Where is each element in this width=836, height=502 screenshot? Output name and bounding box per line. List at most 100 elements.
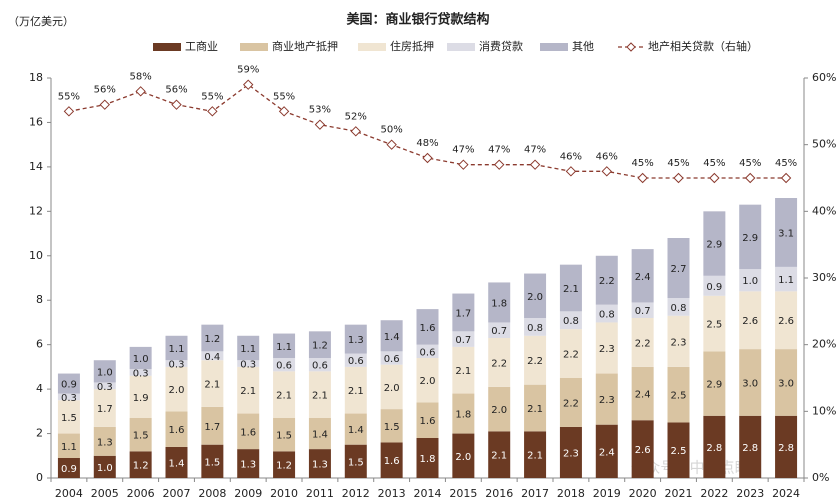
- bar-segment: [631, 318, 654, 367]
- bar-value-label: 1.6: [384, 456, 400, 467]
- bar-segment: [452, 346, 475, 394]
- line-value-label: 47%: [488, 145, 510, 156]
- legend-swatch: [153, 43, 181, 51]
- bar-value-label: 1.6: [169, 425, 185, 436]
- bar-segment: [273, 418, 296, 452]
- bar-value-label: 2.9: [742, 233, 758, 244]
- line-value-label: 45%: [775, 158, 797, 169]
- legend-marker: [626, 42, 636, 52]
- bar-segment: [273, 451, 296, 478]
- bar-segment: [237, 335, 260, 361]
- bar-value-label: 2.2: [599, 276, 615, 287]
- bar-segment: [595, 373, 618, 425]
- bar-segment: [739, 269, 762, 292]
- bar-segment: [775, 291, 798, 350]
- bar-value-label: 2.5: [706, 320, 722, 331]
- bar-value-label: 2.1: [204, 380, 220, 391]
- bar-value-label: 2.2: [491, 358, 507, 369]
- bar-value-label: 1.1: [778, 275, 794, 286]
- line-value-label: 46%: [560, 151, 582, 162]
- line-marker: [709, 172, 720, 184]
- bar-segment: [488, 386, 511, 432]
- bar-segment: [57, 400, 80, 434]
- line-value-label: 48%: [416, 138, 438, 149]
- bar-segment: [165, 366, 188, 412]
- legend-label: 其他: [572, 40, 594, 53]
- bar-segment: [165, 411, 188, 447]
- bar-segment: [273, 358, 296, 372]
- bar-value-label: 1.5: [61, 413, 77, 424]
- bar-value-label: 1.8: [420, 454, 436, 465]
- line-marker: [243, 79, 254, 90]
- bar-value-label: 1.4: [169, 458, 185, 469]
- bar-segment: [201, 351, 224, 361]
- bar-value-label: 1.1: [240, 344, 256, 355]
- legend-label: 地产相关贷款（右轴）: [648, 39, 758, 53]
- x-tick-label: 2014: [414, 487, 442, 500]
- y2-tick-label: 60%: [812, 71, 836, 84]
- bar-segment: [237, 449, 260, 478]
- line-marker: [63, 106, 75, 117]
- bar-segment: [775, 266, 798, 292]
- bar-segment: [595, 424, 618, 478]
- y-tick-label: 12: [29, 204, 43, 217]
- bar-segment: [667, 366, 690, 423]
- x-tick-label: 2015: [449, 487, 477, 500]
- bar-value-label: 2.3: [671, 337, 687, 348]
- line-value-label: 52%: [345, 111, 367, 122]
- line-marker: [601, 166, 612, 177]
- bar-segment: [631, 366, 654, 421]
- bar-segment: [739, 415, 762, 478]
- bar-value-label: 0.9: [706, 282, 722, 293]
- bar-value-label: 3.0: [742, 378, 758, 389]
- x-tick-label: 2013: [378, 487, 406, 500]
- bar-value-label: 2.4: [635, 390, 651, 401]
- bar-value-label: 2.3: [563, 448, 579, 459]
- bar-segment: [237, 360, 260, 367]
- bar-segment: [631, 302, 654, 318]
- line-marker: [135, 86, 146, 97]
- bar-value-label: 2.1: [276, 391, 292, 402]
- line-marker: [780, 172, 792, 184]
- x-tick-label: 2020: [629, 487, 657, 500]
- x-tick-label: 2012: [342, 487, 370, 500]
- bar-value-label: 1.0: [97, 367, 113, 378]
- line-marker: [565, 166, 577, 177]
- bar-segment: [416, 344, 439, 358]
- bar-segment: [559, 264, 582, 312]
- x-tick-label: 2006: [127, 487, 155, 500]
- bar-value-label: 1.6: [240, 427, 256, 438]
- line-marker: [673, 172, 684, 184]
- bar-value-label: 1.8: [455, 410, 471, 421]
- x-tick-label: 2017: [521, 487, 549, 500]
- line-marker: [529, 159, 541, 170]
- bar-value-label: 2.6: [742, 316, 758, 327]
- x-tick-label: 2024: [772, 487, 800, 500]
- bar-value-label: 2.3: [599, 395, 615, 406]
- y-tick-label: 18: [29, 71, 43, 84]
- bar-value-label: 2.4: [599, 447, 615, 458]
- bar-segment: [559, 426, 582, 478]
- bar-segment: [93, 455, 116, 478]
- bar-value-label: 0.6: [384, 354, 400, 365]
- bar-segment: [344, 324, 367, 354]
- bar-segment: [595, 304, 618, 323]
- bar-value-label: 1.4: [384, 332, 400, 343]
- bar-segment: [237, 413, 260, 450]
- bar-segment: [559, 329, 582, 378]
- bar-segment: [308, 371, 331, 418]
- bar-value-label: 2.1: [491, 451, 507, 462]
- bar-value-label: 2.6: [635, 445, 651, 456]
- bar-segment: [308, 358, 331, 372]
- bar-segment: [129, 375, 152, 418]
- y-tick-label: 14: [29, 160, 43, 173]
- bar-segment: [201, 360, 224, 407]
- x-tick-label: 2016: [485, 487, 513, 500]
- bar-segment: [452, 393, 475, 434]
- bar-segment: [667, 298, 690, 316]
- bar-value-label: 2.5: [671, 446, 687, 457]
- line: [68, 83, 787, 179]
- bar-value-label: 0.6: [348, 356, 364, 367]
- bar-value-label: 1.2: [133, 461, 149, 472]
- line-value-label: 56%: [94, 85, 116, 96]
